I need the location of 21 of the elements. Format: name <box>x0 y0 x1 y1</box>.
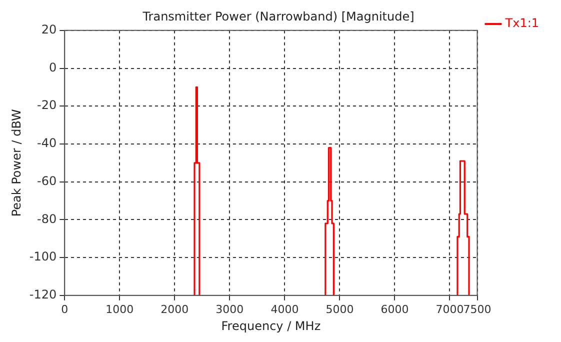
y-tick-label: 0 <box>48 60 57 74</box>
x-tick-label: 4000 <box>270 302 299 316</box>
x-tick-label: 7000 <box>436 302 464 316</box>
x-tick-label: 3000 <box>216 302 244 316</box>
y-tick-label: -100 <box>29 250 57 264</box>
y-tick-label: -40 <box>37 136 57 150</box>
y-tick-label: -80 <box>37 212 57 226</box>
x-axis-title: Frequency / MHz <box>221 318 321 333</box>
x-tick-label: 2000 <box>160 302 189 316</box>
y-tick-label: -20 <box>37 98 57 112</box>
x-tick-label: 7500 <box>463 302 492 316</box>
x-tick-label: 5000 <box>326 302 354 316</box>
chart-title: Transmitter Power (Narrowband) [Magnitude] <box>142 9 414 24</box>
legend-label: Tx1:1 <box>504 16 540 30</box>
x-tick-label: 6000 <box>380 302 409 316</box>
y-axis-title: Peak Power / dBW <box>9 109 24 217</box>
y-tick-label: 20 <box>41 22 57 37</box>
x-tick-label: 1000 <box>106 302 134 316</box>
y-tick-label: -120 <box>29 288 57 302</box>
x-tick-label: 0 <box>61 302 68 316</box>
y-tick-label: -60 <box>37 174 57 188</box>
